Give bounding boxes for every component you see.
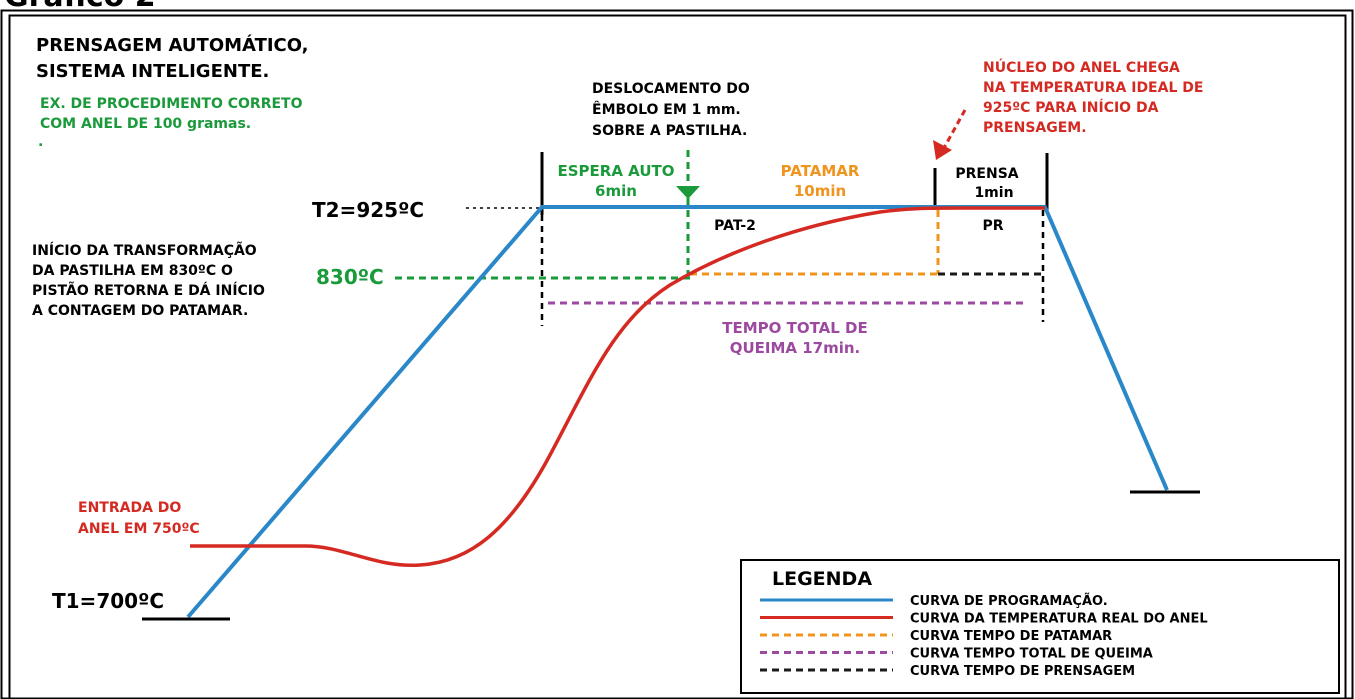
- pat2-label: PAT-2: [714, 218, 756, 234]
- legend-label-3: CURVA TEMPO DE PATAMAR: [910, 629, 1112, 644]
- core-arrow-line: [942, 109, 967, 149]
- core-note-1: NÚCLEO DO ANEL CHEGA: [983, 58, 1180, 76]
- legend-label-5: CURVA TEMPO DE PRENSAGEM: [910, 664, 1135, 679]
- core-note-2: NA TEMPERATURA IDEAL DE: [983, 80, 1203, 96]
- example-line-1: EX. DE PROCEDIMENTO CORRETO: [40, 96, 303, 112]
- legend: LEGENDA CURVA DE PROGRAMAÇÃO. CURVA DA TE…: [740, 559, 1340, 694]
- legend-label-4: CURVA TEMPO TOTAL DE QUEIMA: [910, 647, 1153, 662]
- plateau-label-1: PATAMAR: [781, 162, 860, 180]
- legend-box: [740, 559, 1340, 694]
- heading: Gráfico 2: [4, 0, 156, 14]
- total-time-label-2: QUEIMA 17min.: [730, 339, 861, 357]
- wait-label-2: 6min: [595, 182, 637, 200]
- displacement-arrow: [676, 186, 700, 199]
- title-line-2: SISTEMA INTELIGENTE.: [36, 61, 269, 82]
- transformation-note-2: DA PASTILHA EM 830ºC O: [32, 263, 233, 279]
- label-830: 830ºC: [316, 265, 384, 289]
- example-dot: .: [38, 134, 43, 150]
- plateau-label-2: 10min: [794, 182, 846, 200]
- total-time-label-1: TEMPO TOTAL DE: [722, 319, 868, 337]
- core-arrow-head: [933, 140, 952, 160]
- legend-title: LEGENDA: [772, 568, 872, 590]
- transformation-note-3: PISTÃO RETORNA E DÁ INÍCIO: [32, 282, 265, 299]
- core-note-3: 925ºC PARA INÍCIO DA: [983, 99, 1159, 116]
- example-line-2: COM ANEL DE 100 gramas.: [40, 116, 251, 132]
- programming-curve: [186, 205, 1169, 619]
- t2-label: T2=925ºC: [312, 198, 424, 222]
- entry-note-1: ENTRADA DO: [78, 500, 181, 516]
- title-line-1: PRENSAGEM AUTOMÁTICO,: [36, 34, 309, 56]
- core-note-4: PRENSAGEM.: [983, 120, 1087, 136]
- pr-label: PR: [982, 218, 1003, 234]
- transformation-note-1: INÍCIO DA TRANSFORMAÇÃO: [32, 242, 257, 259]
- press-label-2: 1min: [974, 185, 1013, 201]
- displacement-note-1: DESLOCAMENTO DO: [592, 81, 750, 97]
- real-temperature-curve: [190, 206, 1045, 568]
- transformation-note-4: A CONTAGEM DO PATAMAR.: [32, 303, 248, 319]
- wait-label-1: ESPERA AUTO: [558, 162, 675, 180]
- legend-label-2: CURVA DA TEMPERATURA REAL DO ANEL: [910, 612, 1208, 627]
- entry-note-2: ANEL EM 750ºC: [78, 521, 200, 537]
- displacement-note-3: SOBRE A PASTILHA.: [592, 123, 747, 139]
- t1-label: T1=700ºC: [52, 589, 164, 613]
- press-label-1: PRENSA: [955, 166, 1018, 182]
- legend-label-1: CURVA DE PROGRAMAÇÃO.: [910, 593, 1108, 609]
- displacement-note-2: ÊMBOLO EM 1 mm.: [592, 101, 741, 118]
